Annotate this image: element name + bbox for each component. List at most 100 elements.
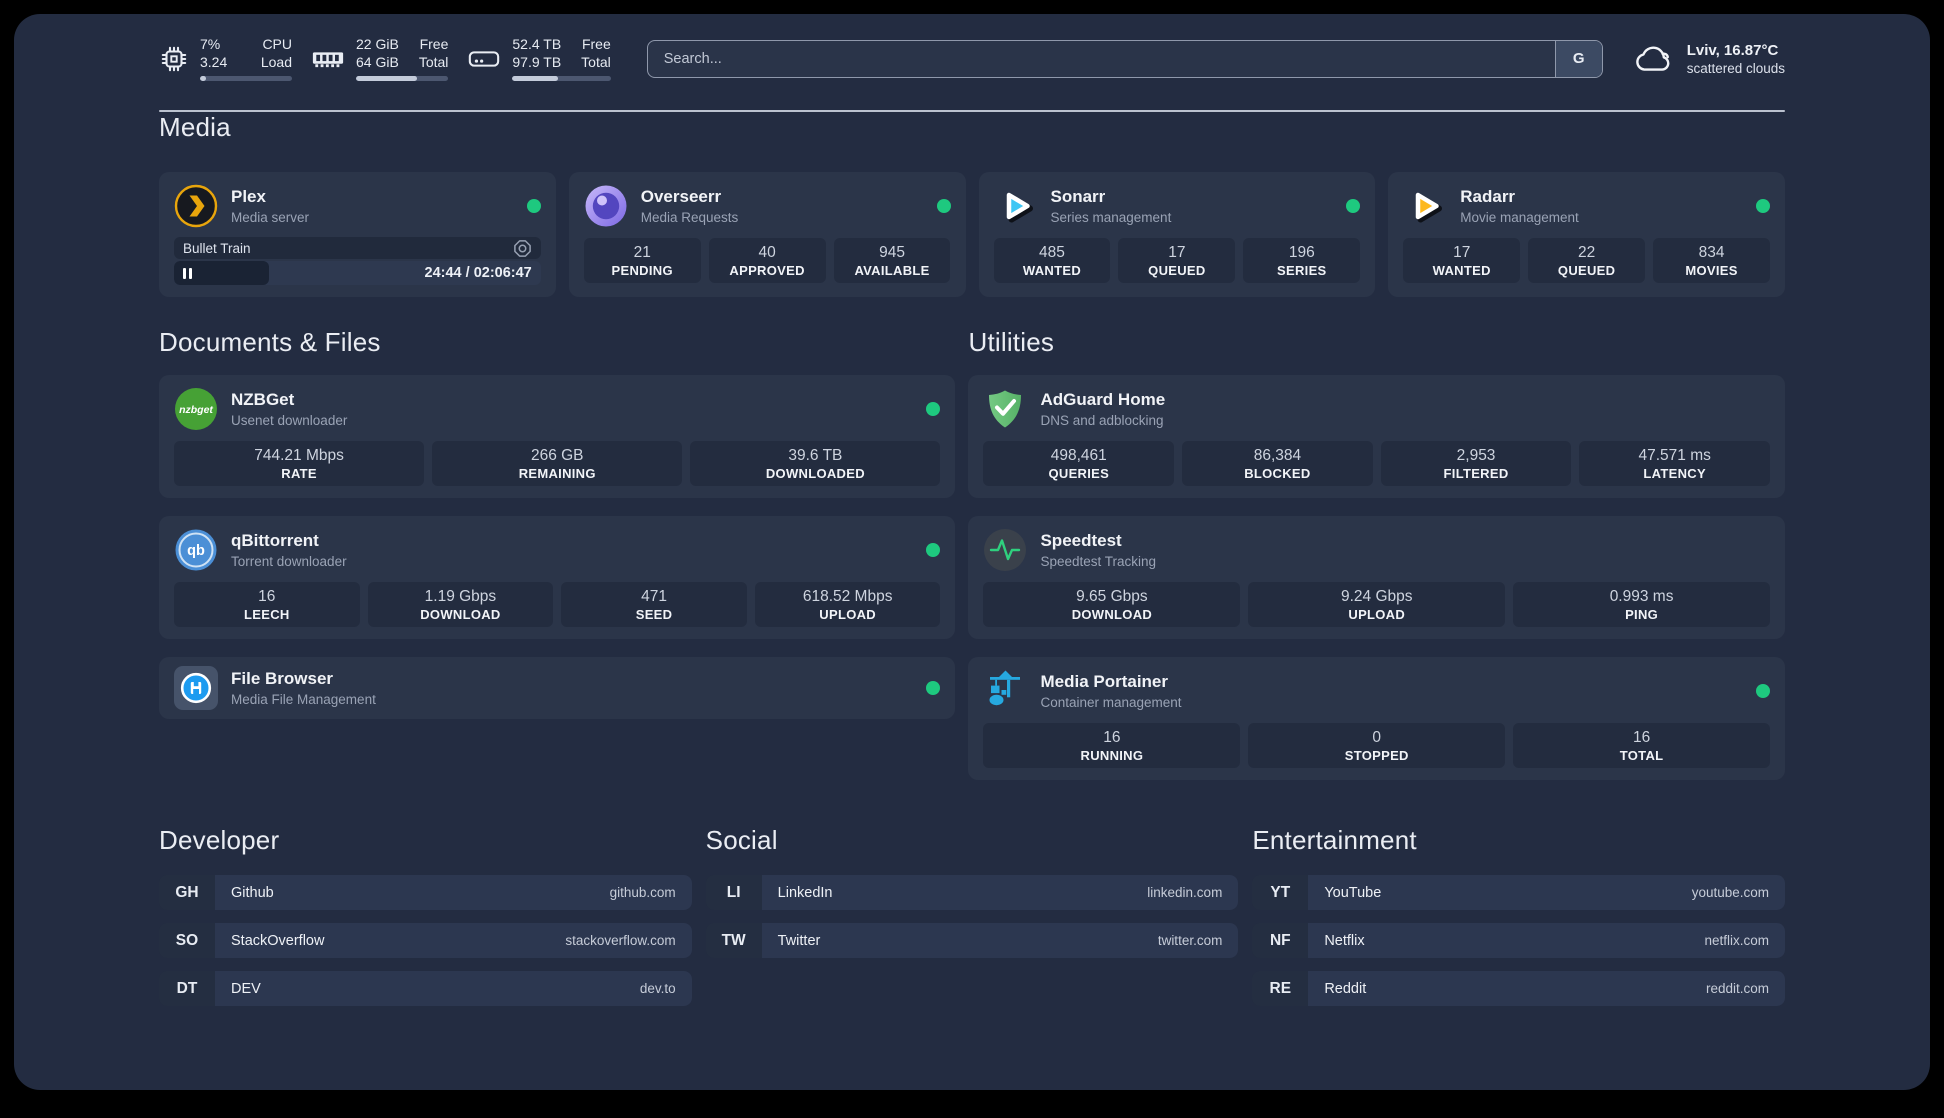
bookmark-url: youtube.com [1691, 885, 1769, 900]
stat-value: 471 [641, 587, 667, 605]
disk-values: 52.4 TB 97.9 TB [512, 36, 562, 70]
ram-values: 22 GiB 64 GiB [356, 36, 399, 70]
status-online-dot [526, 199, 541, 213]
app-card-filebrowser[interactable]: File Browser Media File Management [159, 657, 956, 719]
bookmark-url: twitter.com [1157, 933, 1223, 948]
bookmark-name: Netflix [1324, 932, 1365, 949]
cpu-metric: 7% 3.24 CPU Load [159, 36, 292, 81]
stat-tile-total: 16 TOTAL [1513, 723, 1770, 768]
app-name: AdGuard Home [1040, 390, 1166, 410]
stat-tile-seed: 471 SEED [561, 582, 747, 627]
bookmark-dev[interactable]: DT DEV dev.to [159, 971, 692, 1006]
status-online-dot [1756, 199, 1770, 213]
status-online-dot [926, 402, 941, 416]
stat-value: 86,384 [1253, 446, 1302, 464]
stat-value: 22 [1577, 243, 1596, 261]
stat-label: AVAILABLE [854, 262, 930, 278]
bookmark-abbr: DT [159, 971, 215, 1006]
bookmark-url: github.com [609, 885, 676, 900]
stat-tile-blocked: 86,384 BLOCKED [1182, 441, 1373, 486]
bookmark-github[interactable]: GH Github github.com [159, 875, 692, 910]
bookmark-netflix[interactable]: NF Netflix netflix.com [1252, 923, 1785, 958]
app-description: Usenet downloader [231, 412, 348, 428]
app-card-plex[interactable]: Plex Media server Bullet Train [159, 172, 556, 297]
stat-tile-rate: 744.21 Mbps RATE [174, 441, 425, 486]
bookmark-youtube[interactable]: YT YouTube youtube.com [1252, 875, 1785, 910]
app-description: Movie management [1460, 209, 1579, 225]
app-card-portainer[interactable]: Media Portainer Container management 16 … [968, 657, 1785, 780]
ram-labels: Free Total [418, 36, 449, 70]
stat-label: REMAINING [518, 465, 596, 481]
stat-tile-remaining: 266 GB REMAINING [432, 441, 683, 486]
stat-tile-queued: 22 QUEUED [1528, 238, 1646, 283]
stat-label: STOPPED [1344, 747, 1409, 763]
section-title-documents: Documents & Files [159, 327, 381, 357]
header-divider [159, 110, 1785, 112]
stat-label: APPROVED [729, 262, 805, 278]
bookmark-twitter[interactable]: TW Twitter twitter.com [705, 923, 1239, 958]
stat-value: 485 [1039, 243, 1065, 261]
stat-value: 834 [1698, 243, 1725, 261]
weather-location: Lviv, 16.87°C [1686, 41, 1779, 59]
playback-time: 24:44 / 02:06:47 [424, 265, 532, 281]
stat-tile-available: 945 AVAILABLE [833, 238, 951, 283]
svg-text:qb: qb [187, 543, 205, 559]
stat-value: 16 [258, 587, 276, 605]
stat-label: DOWNLOAD [420, 606, 501, 622]
app-description: Speedtest Tracking [1040, 553, 1157, 569]
app-card-sonarr[interactable]: Sonarr Series management 485 WANTED 17 Q… [978, 172, 1376, 297]
stat-value: 744.21 Mbps [254, 446, 344, 464]
stat-label: BLOCKED [1244, 465, 1311, 481]
bookmark-group-entertainment: Entertainment YT YouTube youtube.com NF … [1252, 825, 1785, 1006]
top-bar: 7% 3.24 CPU Load [159, 14, 1785, 81]
stat-label: DOWNLOAD [1071, 606, 1153, 622]
stat-tile-approved: 40 APPROVED [708, 238, 826, 283]
search-input[interactable] [647, 40, 1555, 77]
bookmark-url: stackoverflow.com [565, 933, 676, 948]
stat-value: 9.65 Gbps [1076, 587, 1148, 605]
stat-value: 2,953 [1456, 446, 1496, 464]
stat-tile-filtered: 2,953 FILTERED [1380, 441, 1572, 486]
speedtest-icon [984, 529, 1027, 571]
search-engine-button[interactable]: G [1554, 40, 1602, 77]
app-card-radarr[interactable]: Radarr Movie management 17 WANTED 22 QUE… [1388, 172, 1785, 297]
status-online-dot [926, 681, 941, 695]
stat-label: LEECH [244, 606, 290, 622]
stat-label: WANTED [1432, 262, 1491, 278]
bookmark-abbr: NF [1252, 923, 1309, 958]
documents-column: Documents & Files nzbget NZBGet Usenet d… [159, 327, 956, 780]
bookmark-url: netflix.com [1704, 933, 1769, 948]
stat-label: QUEUED [1148, 262, 1206, 278]
stat-value: 16 [1632, 728, 1651, 746]
stat-value: 0.993 ms [1609, 587, 1674, 605]
dashboard-page: 7% 3.24 CPU Load [14, 14, 1930, 1090]
pause-icon[interactable] [183, 267, 193, 279]
stat-value: 39.6 TB [788, 446, 843, 464]
stat-tile-queued: 17 QUEUED [1118, 238, 1236, 283]
disk-icon [469, 50, 500, 67]
app-card-adguard[interactable]: AdGuard Home DNS and adblocking 498,461 … [968, 375, 1785, 498]
section-title-media: Media [159, 112, 231, 142]
bookmark-linkedin[interactable]: LI LinkedIn linkedin.com [705, 875, 1239, 910]
system-metrics: 7% 3.24 CPU Load [159, 36, 611, 81]
bookmark-reddit[interactable]: RE Reddit reddit.com [1252, 971, 1785, 1006]
bookmark-stackoverflow[interactable]: SO StackOverflow stackoverflow.com [159, 923, 692, 958]
stat-value: 40 [758, 243, 776, 261]
stat-label: SEED [635, 606, 673, 622]
stat-label: UPLOAD [1348, 606, 1406, 622]
app-card-speedtest[interactable]: Speedtest Speedtest Tracking 9.65 Gbps D… [968, 516, 1785, 639]
disk-metric: 52.4 TB 97.9 TB Free Total [467, 36, 611, 81]
app-card-qbittorrent[interactable]: qb qBittorrent Torrent downloader 16 LEE… [159, 516, 956, 639]
status-online-dot [926, 543, 941, 557]
filebrowser-icon [174, 666, 218, 710]
stat-tile-ping: 0.993 ms PING [1513, 582, 1770, 627]
app-name: Overseerr [640, 187, 722, 207]
stat-tile-upload: 618.52 Mbps UPLOAD [754, 582, 941, 627]
status-online-dot [1756, 684, 1770, 698]
app-card-nzbget[interactable]: nzbget NZBGet Usenet downloader 744.21 M… [159, 375, 956, 498]
stat-tile-leech: 16 LEECH [174, 582, 360, 627]
app-card-overseerr[interactable]: Overseerr Media Requests 21 PENDING 40 A… [568, 172, 966, 297]
section-title-entertainment: Entertainment [1252, 825, 1417, 855]
playback-progress-bar[interactable]: 24:44 / 02:06:47 [174, 261, 541, 285]
stat-value: 945 [879, 243, 905, 261]
